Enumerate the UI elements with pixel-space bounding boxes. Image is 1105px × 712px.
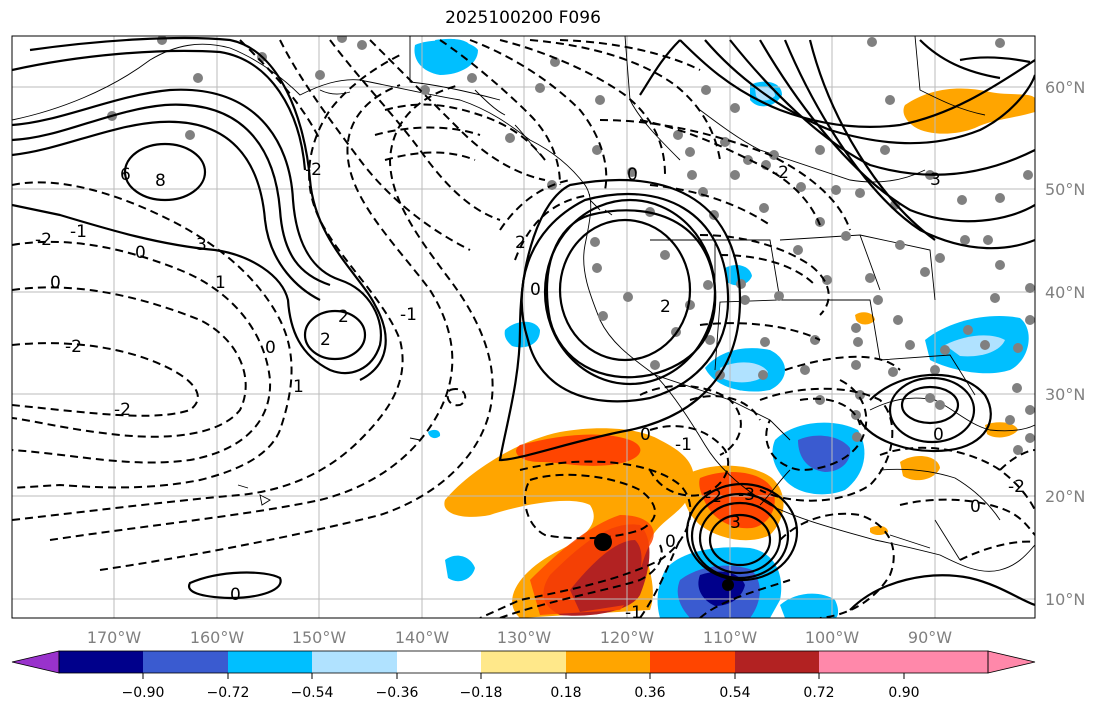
contour-label: 2: [660, 297, 671, 317]
contour-label: -1: [625, 603, 642, 623]
positive-anomaly-red: [516, 434, 641, 466]
colorbar-swatch: [59, 651, 143, 673]
colorbar-frame: [58, 650, 989, 674]
contour-label: -2: [772, 163, 789, 183]
colorbar-swatch: [819, 651, 904, 673]
contour-label: 2: [515, 233, 526, 253]
colorbar-max-arrow: [987, 650, 1036, 674]
lon-label: 160°W: [190, 628, 245, 647]
lon-label: 90°W: [908, 628, 952, 647]
contour-label: -2: [1008, 477, 1025, 497]
contour-label: 3: [930, 170, 941, 190]
colorbar-swatch: [143, 651, 228, 673]
colorbar-min-arrow: [11, 650, 60, 674]
contour-label: 2: [338, 307, 349, 327]
colorbar-swatch: [904, 651, 988, 673]
lon-label: 100°W: [805, 628, 860, 647]
contour-label: 1: [293, 377, 304, 397]
positive-contours: [12, 36, 1035, 611]
map-title: 2025100200 F096: [445, 8, 601, 28]
lat-label: 10°N: [1045, 590, 1085, 609]
map-border: [11, 35, 1036, 619]
contour-label: 0: [640, 425, 651, 445]
contour-label: -1: [675, 435, 692, 455]
contour-label: -2: [65, 337, 82, 357]
negative-contours: [12, 39, 1035, 618]
contour-label: 3: [730, 513, 741, 533]
lon-label: 130°W: [497, 628, 552, 647]
colorbar-tick: 0.54: [719, 685, 750, 701]
colorbar-tick: −0.54: [291, 685, 334, 701]
colorbar-tick: 0.18: [550, 685, 581, 701]
contour-label: 0: [627, 165, 638, 185]
contour-label: 0: [135, 243, 146, 263]
colorbar-swatch: [735, 651, 819, 673]
station-markers: [107, 36, 1035, 455]
lat-label: 40°N: [1045, 283, 1085, 302]
storm-center-marker-2: [722, 579, 734, 591]
contour-label: -2: [305, 160, 322, 180]
contour-label: 0: [933, 425, 944, 445]
contour-label: -2: [114, 400, 131, 420]
contour-label: -1: [70, 222, 87, 242]
lon-label: 170°W: [87, 628, 142, 647]
colorbar-swatch: [397, 651, 481, 673]
contour-label: 0: [265, 338, 276, 358]
longitude-axis: 170°W 160°W 150°W 140°W 130°W 120°W 110°…: [87, 628, 952, 647]
contour-label: 0: [665, 532, 676, 552]
contour-label: 2: [320, 330, 331, 350]
colorbar: −0.90 −0.72 −0.54 −0.36 −0.18 0.18 0.36 …: [11, 650, 1036, 701]
contour-labels: 6 8 3 1 0 2 -2 -1 0 2 -2 1 0 -2 2 0 2 0 …: [35, 160, 1025, 623]
contour-label: -3: [738, 485, 755, 505]
lon-label: 150°W: [292, 628, 347, 647]
lon-label: 120°W: [600, 628, 655, 647]
contour-label: -1: [400, 305, 417, 325]
colorbar-swatch: [481, 651, 566, 673]
contour-label: 0: [50, 273, 61, 293]
storm-center-marker: [594, 533, 612, 551]
lat-label: 60°N: [1045, 78, 1085, 97]
lon-label: 110°W: [703, 628, 758, 647]
colorbar-tick: 0.72: [803, 685, 834, 701]
colorbar-tick: 0.90: [888, 685, 919, 701]
colorbar-swatch: [650, 651, 735, 673]
contour-label: 1: [215, 273, 226, 293]
lat-label: 50°N: [1045, 180, 1085, 199]
contour-label: 0: [970, 497, 981, 517]
colorbar-tick: −0.90: [122, 685, 165, 701]
colorbar-tick: −0.72: [207, 685, 250, 701]
contour-label: 8: [155, 171, 166, 191]
colorbar-tick: 0.36: [634, 685, 665, 701]
contour-label: 0: [230, 585, 241, 605]
colorbar-swatch: [228, 651, 312, 673]
latitude-axis: 60°N 50°N 40°N 30°N 20°N 10°N: [1045, 78, 1085, 609]
contour-label: -2: [705, 487, 722, 507]
colorbar-swatch: [566, 651, 650, 673]
contour-label: 6: [120, 165, 131, 185]
colorbar-swatch: [312, 651, 397, 673]
lat-label: 20°N: [1045, 487, 1085, 506]
contour-label: 3: [196, 235, 207, 255]
colorbar-tick: −0.36: [376, 685, 419, 701]
contour-label: -2: [35, 230, 52, 250]
contour-label: 0: [530, 280, 541, 300]
lon-label: 140°W: [395, 628, 450, 647]
colorbar-tick: −0.18: [460, 685, 503, 701]
lat-label: 30°N: [1045, 385, 1085, 404]
